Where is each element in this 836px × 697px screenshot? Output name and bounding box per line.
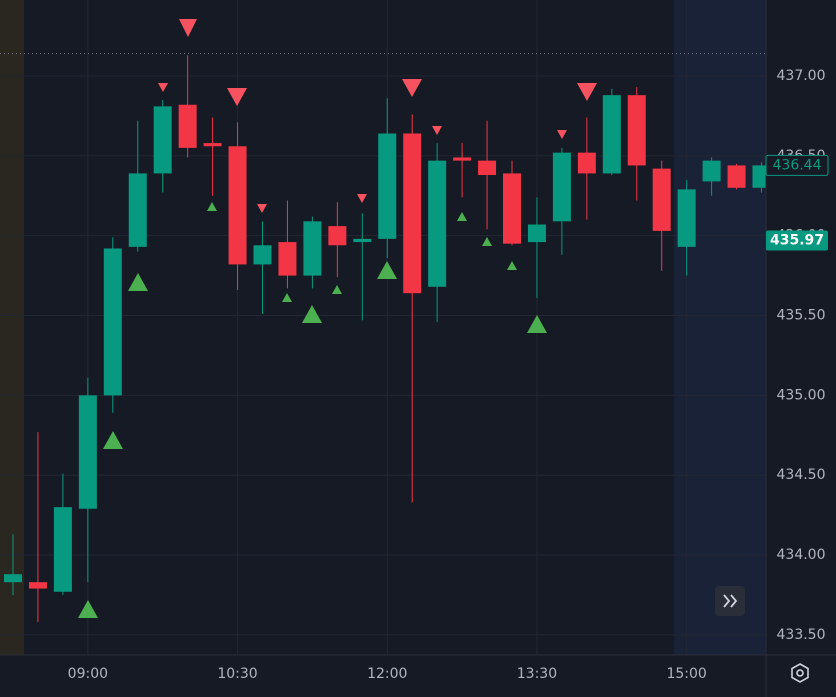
candle-body — [153, 106, 172, 174]
y-tick-label: 434.50 — [777, 467, 826, 483]
candle-body — [253, 245, 272, 265]
candle-body — [278, 242, 297, 276]
pre-market-zone — [0, 0, 24, 655]
buy-signal — [332, 285, 342, 294]
sell-signal — [179, 19, 197, 37]
candle-body — [627, 95, 646, 166]
buy-signal — [377, 261, 397, 279]
candle-body — [378, 133, 397, 239]
buy-signal — [302, 305, 322, 323]
buy-signal — [507, 261, 517, 270]
candle-body — [228, 146, 247, 265]
x-tick-label: 13:30 — [517, 666, 557, 682]
sell-signal — [257, 204, 267, 213]
candle-body — [702, 160, 721, 182]
candle-body — [103, 248, 122, 396]
candle-body — [552, 152, 571, 222]
signals — [78, 19, 597, 618]
price-label: 436.44 — [773, 157, 822, 173]
sell-signal — [432, 126, 442, 135]
price-label-box — [765, 154, 829, 176]
candle-body — [4, 574, 22, 583]
candle-body — [28, 582, 47, 589]
scroll-button[interactable] — [715, 586, 745, 616]
sell-signal — [577, 83, 597, 101]
candle-body — [478, 160, 497, 176]
buy-signal — [282, 293, 292, 302]
buy-signal — [457, 212, 467, 221]
y-tick-label: 434.00 — [777, 547, 826, 563]
candle-body — [428, 160, 447, 287]
price-label-box — [766, 230, 828, 251]
settings-button[interactable] — [791, 663, 809, 683]
y-tick-label: 433.50 — [777, 627, 826, 643]
buy-signal — [78, 600, 98, 618]
candle-body — [128, 173, 147, 247]
settings-icon-center[interactable] — [796, 669, 804, 677]
buy-signal — [103, 431, 123, 449]
candle-body — [602, 95, 621, 174]
x-tick-label: 12:00 — [367, 666, 407, 682]
candle-body — [53, 507, 72, 592]
candle-body — [752, 165, 766, 188]
buy-signal — [527, 315, 547, 333]
sell-signal — [402, 79, 422, 97]
y-tick-label: 435.50 — [777, 308, 826, 324]
sell-signal — [557, 130, 567, 139]
candle-body — [677, 189, 696, 247]
x-tick-label: 10:30 — [217, 666, 257, 682]
buy-signal — [207, 202, 217, 211]
candle-body — [652, 168, 671, 231]
candle-body — [328, 226, 347, 246]
sell-signal — [227, 88, 247, 106]
candle-body — [727, 165, 746, 188]
y-tick-label: 435.00 — [777, 387, 826, 403]
buy-signal — [128, 273, 148, 291]
price-label: 435.97 — [770, 232, 824, 248]
candle-body — [78, 395, 97, 509]
y-tick-label: 437.00 — [777, 68, 826, 84]
candle-body — [203, 143, 222, 147]
candle-body — [577, 152, 596, 174]
candle-body — [503, 173, 521, 244]
settings-icon[interactable] — [791, 663, 809, 683]
sell-signal — [357, 194, 367, 203]
post-market-zone — [674, 0, 766, 655]
candle-body — [178, 104, 197, 148]
x-tick-label: 15:00 — [666, 666, 706, 682]
buy-signal — [482, 237, 492, 246]
x-tick-label: 09:00 — [68, 666, 108, 682]
scroll-icon[interactable] — [723, 594, 738, 608]
candle-body — [303, 221, 322, 276]
candle-body — [403, 133, 422, 294]
candle-body — [353, 238, 372, 243]
sell-signal — [158, 83, 168, 92]
candle-body — [453, 157, 472, 161]
candle-body — [527, 224, 546, 243]
